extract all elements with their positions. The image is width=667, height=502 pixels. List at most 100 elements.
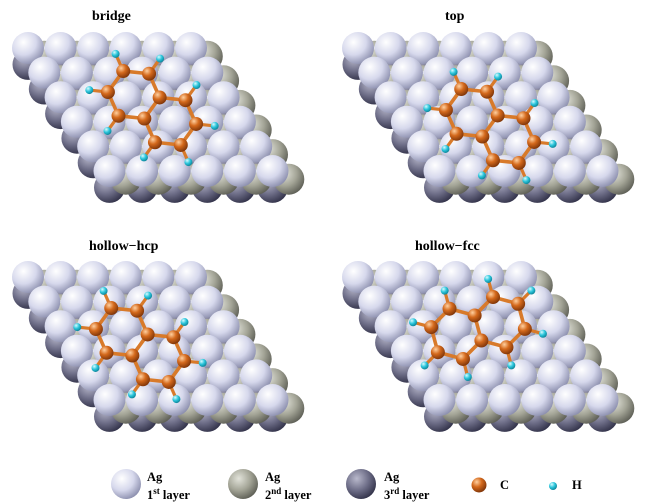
carbon-atom <box>111 108 126 123</box>
carbon-atom <box>100 85 115 100</box>
panel-bridge <box>12 32 305 203</box>
ag-layer1-atom <box>472 359 505 392</box>
ag-layer1-atom <box>537 81 570 114</box>
hydrogen-atom <box>172 395 181 404</box>
legend-label-ag-layer3: Ag 3rd layer <box>384 470 429 502</box>
carbon-atom <box>424 320 439 335</box>
carbon-atom <box>135 372 150 387</box>
hydrogen-atom <box>548 139 557 148</box>
carbon-atom <box>517 321 532 336</box>
legend-label-ag-layer2: Ag 2nd layer <box>265 470 311 502</box>
panel-top <box>342 32 635 203</box>
legend-label-ag-layer1: Ag 1st layer <box>147 470 190 502</box>
ag-layer1-atom <box>109 130 142 163</box>
hydrogen-atom <box>103 126 112 135</box>
ag-layer1-atom <box>77 130 110 163</box>
ag-layer1-atom <box>521 56 554 89</box>
legend-ag-layer1-atom <box>111 469 141 499</box>
carbon-atom <box>140 327 155 342</box>
legend-ag1-sup: st <box>153 486 160 496</box>
ag-layer1-atom <box>158 285 191 318</box>
slab-bridge <box>12 32 305 203</box>
ag-layer1-atom <box>390 285 423 318</box>
carbon-atom <box>116 64 131 79</box>
ag-layer1-atom <box>44 261 77 293</box>
legend-ag1-name: Ag <box>147 470 163 484</box>
panel-hollow-hcp <box>12 261 305 432</box>
carbon-atom <box>511 155 526 170</box>
ag-layer1-atom <box>223 384 256 416</box>
ag-layer1-atom <box>191 155 224 187</box>
ag-layer1-atom <box>342 261 374 293</box>
ag-layer1-atom <box>505 81 537 114</box>
carbon-atom <box>516 111 531 126</box>
ag-layer1-atom <box>126 384 159 416</box>
hydrogen-atom <box>507 361 516 370</box>
ag-layer1-atom <box>60 105 93 138</box>
ag-layer1-atom <box>521 384 554 416</box>
hydrogen-atom <box>420 361 429 370</box>
legend-ag2-word: layer <box>284 488 312 502</box>
hydrogen-atom <box>477 171 486 180</box>
ag-layer1-atom <box>423 384 456 416</box>
carbon-atom <box>474 333 489 348</box>
ag-layer1-atom <box>439 310 472 343</box>
hydrogen-atom <box>463 373 472 382</box>
ag-layer1-atom <box>439 261 472 293</box>
carbon-atom <box>173 137 188 152</box>
ag-layer1-atom <box>44 81 77 114</box>
legend-ag3-sup: rd <box>390 486 400 496</box>
legend-ag-layer3-atom <box>346 469 376 499</box>
ag-layer1-atom <box>586 155 619 187</box>
ag-layer1-atom <box>207 130 240 163</box>
legend-ag2-name: Ag <box>265 470 281 484</box>
ag-layer1-atom <box>207 310 240 343</box>
ag-layer1-atom <box>488 384 521 416</box>
ag-layer1-atom <box>77 261 110 293</box>
ag-layer1-atom <box>28 285 61 318</box>
ag-layer1-atom <box>256 155 289 187</box>
ag-layer1-atom <box>358 56 391 89</box>
ag-layer1-atom <box>570 359 603 392</box>
hydrogen-atom <box>527 286 536 295</box>
ag-layer1-atom <box>472 32 505 64</box>
hydrogen-atom <box>192 81 201 90</box>
ag-layer1-atom <box>109 261 142 293</box>
ag-layer1-atom <box>256 384 289 416</box>
ag-layer1-atom <box>77 81 110 114</box>
ag-layer1-atom <box>553 334 586 367</box>
hydrogen-atom <box>538 329 547 338</box>
carbon-atom <box>454 82 469 97</box>
legend-ag1-num: 1 <box>147 488 154 502</box>
legend-ag2-num: 2 <box>265 488 272 502</box>
panel-title-hollow-fcc: hollow−fcc <box>415 239 480 254</box>
carbon-atom <box>189 116 204 131</box>
carbon-atom <box>438 103 453 118</box>
hydrogen-atom <box>522 176 531 185</box>
carbon-atom <box>480 84 495 99</box>
ag-layer1-atom <box>158 56 191 89</box>
ag-layer1-atom <box>553 155 586 187</box>
carbon-atom <box>511 296 526 311</box>
slab-hollow-fcc <box>342 261 635 432</box>
ag-layer1-atom <box>109 81 142 114</box>
panel-title-hollow-hcp: hollow−hcp <box>89 239 159 254</box>
ag-layer1-atom <box>456 155 489 187</box>
panel-hollow-fcc <box>342 261 635 432</box>
ag-layer1-atom <box>109 359 142 392</box>
ag-layer1-atom <box>191 285 224 318</box>
ag-layer1-atom <box>407 130 440 163</box>
ag-layer1-atom <box>439 32 472 64</box>
carbon-atom <box>442 301 457 316</box>
legend-label-hydrogen: H <box>572 478 582 492</box>
hydrogen-atom <box>156 54 165 63</box>
carbon-atom <box>485 153 500 168</box>
ag-layer1-atom <box>553 384 586 416</box>
legend-ag3-num: 3 <box>384 488 391 502</box>
ag-layer1-atom <box>77 32 110 64</box>
ag-layer1-atom <box>374 310 407 343</box>
carbon-atom <box>137 111 152 126</box>
hydrogen-atom <box>210 121 219 130</box>
carbon-atom <box>147 135 162 150</box>
